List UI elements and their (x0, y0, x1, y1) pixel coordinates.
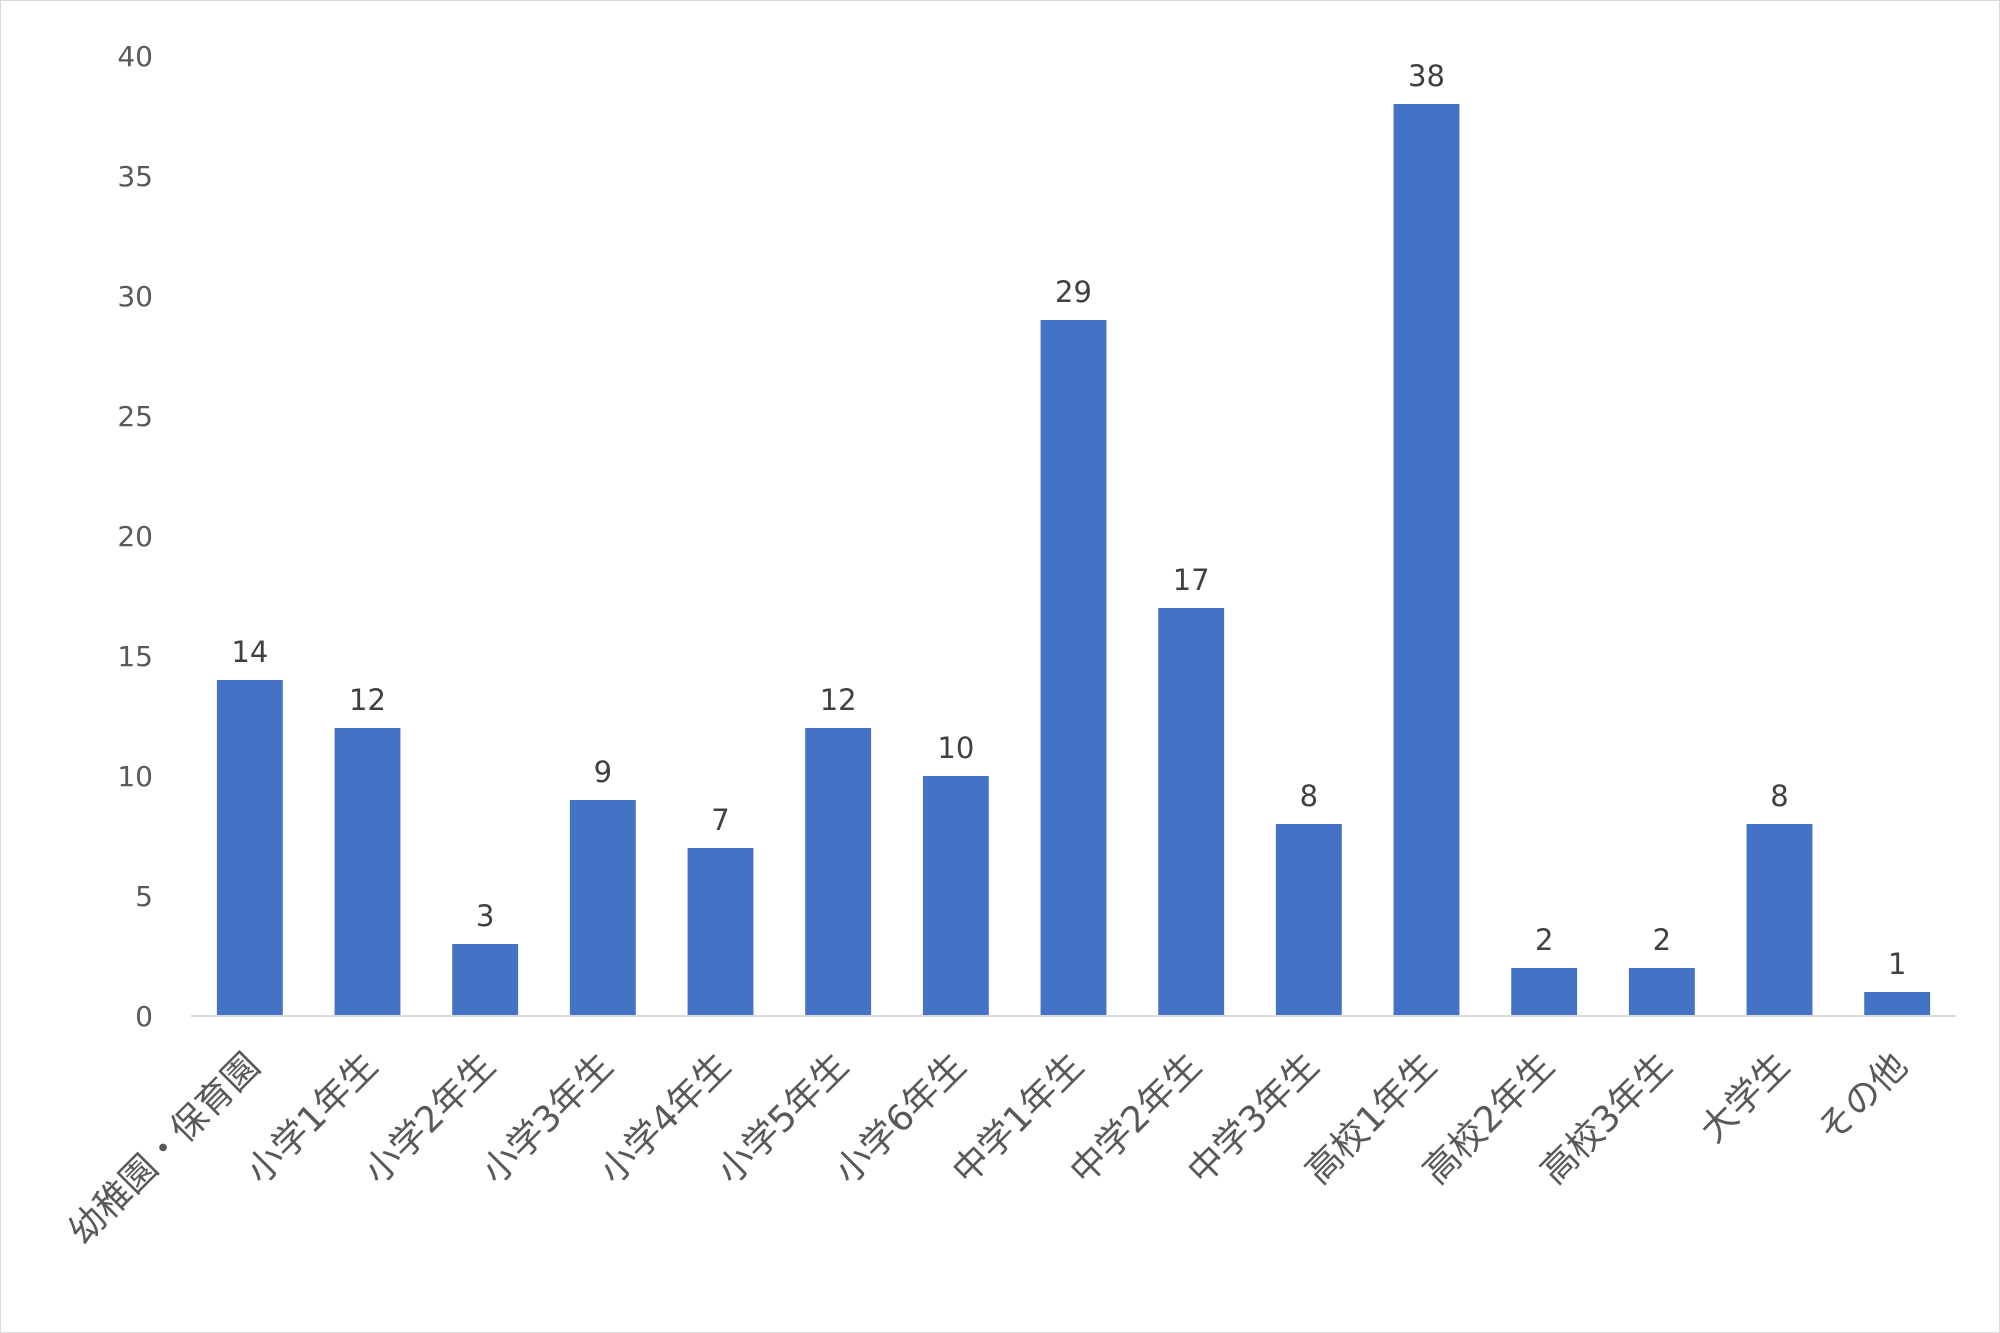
bar-value-label: 1 (1888, 947, 1906, 981)
bar-value-label: 14 (231, 635, 268, 669)
y-axis-ticks: 0 5 10 15 20 25 30 35 40 (117, 40, 153, 1033)
bar-value-label: 8 (1300, 779, 1318, 813)
bar (1040, 320, 1107, 1016)
bar-value-label: 10 (937, 731, 974, 765)
bar (216, 680, 283, 1016)
y-tick-label: 35 (117, 160, 153, 193)
bar-value-label: 12 (349, 683, 386, 717)
bar (1158, 608, 1225, 1016)
x-category-label: その他 (1810, 1045, 1915, 1150)
bar-value-label: 7 (711, 803, 729, 837)
bar (334, 728, 401, 1016)
bar-value-label: 9 (594, 755, 612, 789)
bars (216, 104, 1931, 1016)
y-tick-label: 40 (117, 40, 153, 73)
y-tick-label: 5 (135, 880, 153, 913)
y-tick-label: 10 (117, 760, 153, 793)
x-category-label: 幼稚園・保育園 (61, 1045, 268, 1252)
bar (569, 800, 636, 1016)
bar-value-label: 29 (1055, 275, 1092, 309)
data-labels: 14 12 3 9 7 12 10 29 17 8 38 2 2 8 1 (231, 59, 1906, 981)
bar-value-label: 2 (1535, 923, 1553, 957)
bar-value-label: 17 (1173, 563, 1210, 597)
y-tick-label: 15 (117, 640, 153, 673)
bar-value-label: 12 (820, 683, 857, 717)
bar (1275, 824, 1342, 1016)
bar (1746, 824, 1813, 1016)
bar-value-label: 38 (1408, 59, 1445, 93)
bar (922, 776, 989, 1016)
x-category-label: 大学生 (1692, 1045, 1797, 1150)
bar-value-label: 3 (476, 899, 494, 933)
bar (805, 728, 872, 1016)
bar (1393, 104, 1460, 1016)
bar-value-label: 2 (1653, 923, 1671, 957)
y-tick-label: 0 (135, 1000, 153, 1033)
y-tick-label: 25 (117, 400, 153, 433)
bar (1864, 992, 1931, 1016)
bar (452, 944, 519, 1016)
bar (1511, 968, 1578, 1016)
bar (1628, 968, 1695, 1016)
x-axis-labels: 幼稚園・保育園小学1年生小学2年生小学3年生小学4年生小学5年生小学6年生中学1… (61, 1045, 1916, 1252)
bar-value-label: 8 (1770, 779, 1788, 813)
bar (687, 848, 754, 1016)
y-tick-label: 30 (117, 280, 153, 313)
y-tick-label: 20 (117, 520, 153, 553)
